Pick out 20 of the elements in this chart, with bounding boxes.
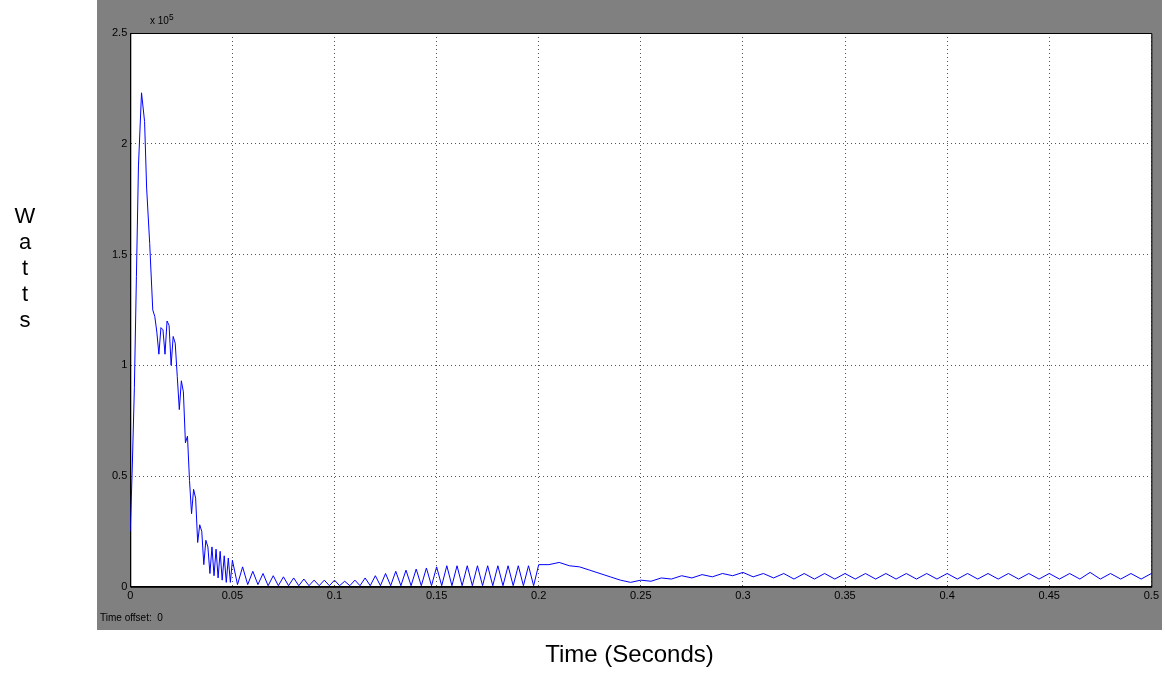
y-axis-title: Watts [13, 203, 37, 333]
x-tick-label: 0.45 [1038, 589, 1060, 602]
x-tick-label: 0.2 [531, 589, 547, 602]
x-tick-label: 0.25 [630, 589, 652, 602]
y-tick-label: 0.5 [111, 469, 128, 482]
y-tick-label: 1 [121, 358, 128, 371]
text: x 10$^{5}$ [150, 12, 174, 27]
y-tick-label: 2.5 [111, 26, 128, 39]
x-tick-label: 0.05 [221, 589, 244, 602]
x-tick-label: 0.1 [326, 589, 343, 602]
y-tick-label: 1.5 [111, 247, 128, 260]
x-tick-label: 0.4 [939, 589, 955, 602]
x-tick-label: 0.35 [834, 589, 856, 602]
text: Time offset: 0 [100, 612, 163, 623]
x-tick-label: 0.3 [735, 589, 751, 602]
x-tick-label: 0.5 [1143, 589, 1159, 602]
y-tick-label: 2 [121, 136, 128, 149]
x-axis-title: Time (Seconds) [544, 640, 715, 668]
y-tick-label: 0 [121, 579, 128, 592]
x-tick-label: 0.15 [425, 589, 448, 602]
